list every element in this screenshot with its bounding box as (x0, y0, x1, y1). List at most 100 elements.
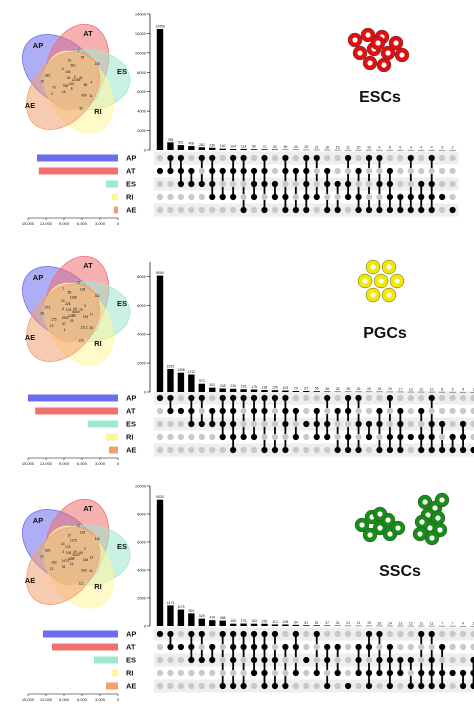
matrix-dot-filled (188, 180, 195, 188)
matrix-dot-filled (177, 407, 184, 415)
matrix-dot-empty (324, 193, 331, 201)
matrix-dot-filled (345, 193, 352, 201)
cell-nucleus-icon (427, 525, 433, 531)
intersection-bar-label: 230 (209, 143, 215, 147)
intersection-bar-label: 1592 (167, 365, 175, 369)
intersection-bar-label: 112 (272, 620, 278, 624)
intersection-bar (261, 149, 268, 150)
cell-type-label: SSCs (379, 563, 421, 580)
set-label-at: AT (126, 643, 136, 652)
matrix-dot-empty (376, 394, 383, 402)
venn-diagram: APATESRIAE124597885014062822301401048073… (22, 23, 131, 134)
matrix-dot-empty (407, 420, 414, 428)
matrix-dot-filled (397, 193, 404, 201)
intersection-bar-label: 4 (462, 621, 464, 625)
cell-nucleus-icon (385, 50, 391, 56)
matrix-dot-empty (376, 682, 383, 690)
matrix-dot-empty (156, 420, 164, 428)
matrix-dot-empty (177, 420, 184, 428)
matrix-dot-filled (240, 154, 247, 162)
set-size-tick-label: 6,000 (77, 461, 88, 466)
matrix-dot-empty (313, 167, 320, 175)
matrix-dot-filled (355, 656, 362, 664)
matrix-dot-empty (439, 433, 446, 441)
matrix-dot-filled (219, 193, 226, 201)
set-label-ri: RI (126, 193, 134, 202)
matrix-dot-filled (261, 643, 268, 651)
matrix-dot-filled (167, 630, 174, 638)
intersection-bar (209, 387, 216, 392)
matrix-dot-empty (365, 407, 373, 415)
matrix-dot-empty (156, 643, 164, 651)
matrix-dot-filled (261, 167, 268, 175)
matrix-dot-empty (355, 682, 362, 690)
matrix-dot-filled (355, 193, 362, 201)
intersection-bar-label: 788 (168, 138, 174, 142)
set-label-ae: AE (126, 206, 136, 215)
matrix-dot-filled (324, 167, 331, 175)
intersection-bar-label: 19 (388, 387, 392, 391)
intersection-bar-label: 1212 (188, 370, 196, 374)
intersection-bar (250, 389, 258, 392)
intersection-bar (177, 372, 185, 392)
matrix-dot-empty (397, 167, 404, 175)
matrix-dot-filled (167, 407, 174, 415)
venn-region-label: 4 (62, 550, 64, 554)
matrix-dot-empty (156, 656, 164, 664)
intersection-bar-label: 13 (398, 621, 402, 625)
matrix-dot-filled (439, 193, 446, 201)
matrix-dot-empty (177, 669, 184, 677)
matrix-dot-filled (439, 682, 446, 690)
matrix-dot-empty (365, 167, 373, 175)
y-tick-label: 10000 (135, 484, 147, 489)
intersection-bar (198, 618, 205, 626)
matrix-dot-filled (439, 643, 446, 651)
matrix-dot-empty (345, 206, 352, 214)
intersection-bar (303, 625, 310, 626)
matrix-dot-filled (428, 656, 435, 664)
matrix-dot-filled (261, 682, 268, 690)
matrix-dot-filled (397, 433, 404, 441)
cell-nucleus-icon (370, 264, 376, 270)
matrix-dot-filled (271, 193, 279, 201)
intersection-bar-label: 38 (325, 387, 329, 391)
set-size-bar (37, 154, 118, 162)
venn-region-label: 26 (67, 76, 71, 80)
intersection-bar-label: 31 (336, 621, 340, 625)
intersection-bar-label: 80 (252, 145, 256, 149)
intersection-bar (282, 390, 289, 392)
venn-region-label: 406 (81, 94, 87, 98)
matrix-dot-empty (209, 206, 216, 214)
venn-region-label: 12459 (72, 78, 81, 82)
matrix-dot-filled (188, 167, 195, 175)
matrix-dot-empty (156, 407, 164, 415)
matrix-dot-filled (439, 420, 446, 428)
matrix-dot-filled (198, 394, 205, 402)
matrix-dot-empty (334, 167, 341, 175)
matrix-dot-filled (376, 420, 383, 428)
matrix-dot-filled (292, 407, 299, 415)
intersection-axis: 0 2000 4000 6000 8000 10000 12000 14000 (135, 12, 151, 153)
intersection-bar (156, 28, 164, 151)
matrix-dot-filled (355, 206, 362, 214)
matrix-dot-filled (219, 407, 226, 415)
set-size-tick-label: 0 (117, 221, 120, 226)
matrix-dot-empty (324, 669, 331, 677)
intersection-bar (229, 148, 237, 150)
intersection-bar-label: 406 (189, 142, 195, 146)
intersection-bar-label: 28 (346, 387, 350, 391)
matrix-dot-empty (167, 682, 174, 690)
matrix-dot-empty (313, 446, 320, 454)
intersection-bar-label: 1175 (177, 605, 184, 609)
intersection-bar-label: 4 (410, 145, 412, 149)
matrix-dot-filled (209, 154, 216, 162)
matrix-dot-empty (345, 656, 352, 664)
matrix-dot-filled (386, 656, 393, 664)
matrix-dot-filled (250, 193, 258, 201)
matrix-dot-filled (376, 630, 383, 638)
matrix-dot-empty (282, 180, 289, 188)
y-tick-label: 0 (144, 148, 147, 153)
matrix-dot-empty (209, 669, 216, 677)
matrix-dot-empty (282, 630, 289, 638)
venn-label-ae: AE (25, 101, 35, 110)
